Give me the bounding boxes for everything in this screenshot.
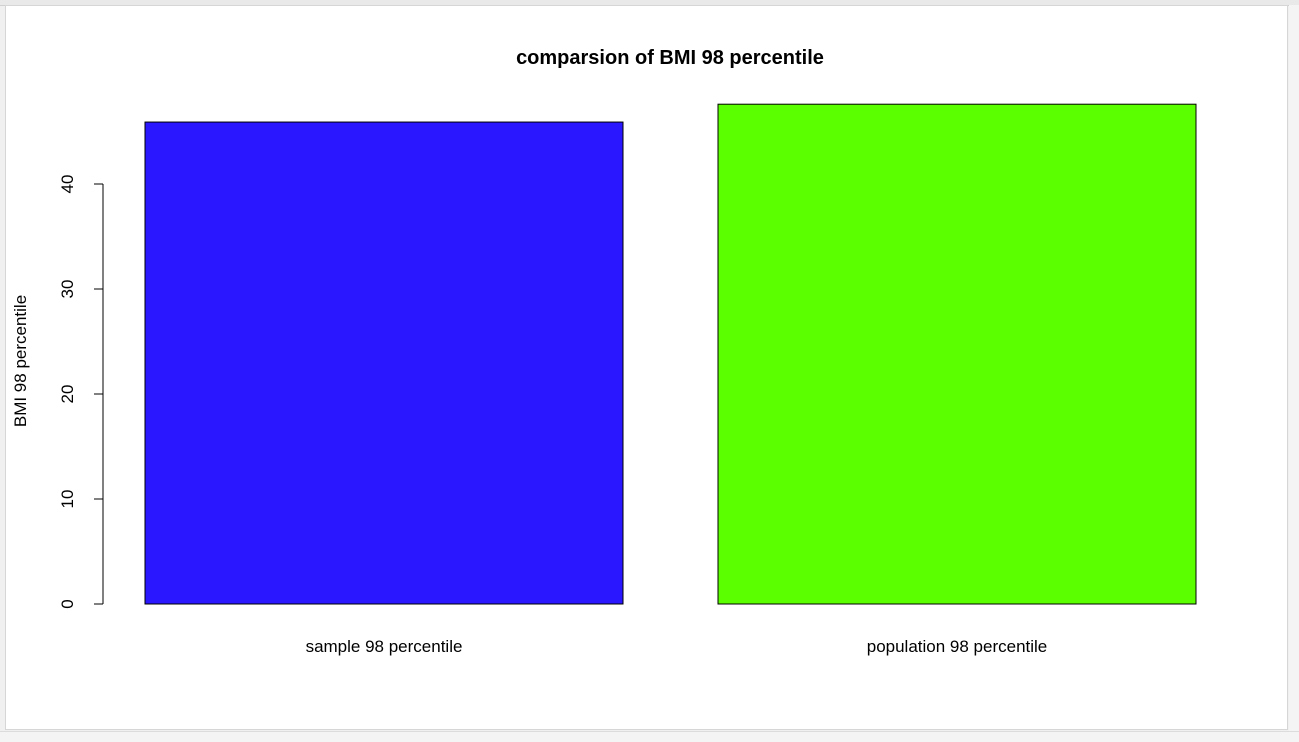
- bar-chart: comparsion of BMI 98 percentile BMI 98 p…: [11, 47, 1197, 656]
- x-axis-labels: sample 98 percentile population 98 percen…: [306, 637, 1048, 656]
- y-tick-label: 30: [58, 280, 77, 299]
- bar-population: [717, 103, 1197, 605]
- x-category-label: population 98 percentile: [867, 637, 1048, 656]
- y-axis-label: BMI 98 percentile: [11, 295, 30, 427]
- x-category-label: sample 98 percentile: [306, 637, 463, 656]
- bar-sample: [144, 121, 624, 605]
- y-tick-label: 20: [58, 385, 77, 404]
- y-tick-label: 10: [58, 490, 77, 509]
- bars-group: [144, 103, 1197, 605]
- y-axis: 0 10 20 30 40: [58, 175, 104, 609]
- plot-panel: comparsion of BMI 98 percentile BMI 98 p…: [5, 5, 1288, 730]
- y-tick-label: 40: [58, 175, 77, 194]
- y-tick-label: 0: [58, 599, 77, 608]
- right-scroll-edge: [1289, 5, 1299, 741]
- chart-title: comparsion of BMI 98 percentile: [516, 47, 824, 69]
- bottom-edge: [0, 731, 1299, 742]
